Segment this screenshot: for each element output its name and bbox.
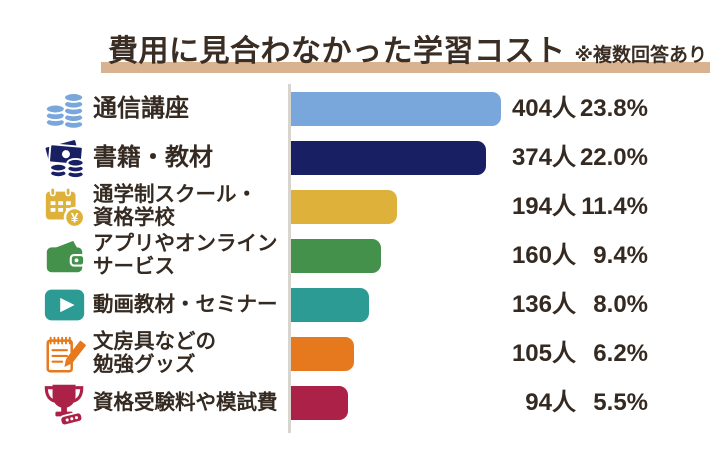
chart-row: 動画教材・セミナー 136人 8.0% [0, 280, 710, 330]
count-value: 94人 [525, 389, 576, 416]
trophy-icon [41, 379, 89, 427]
category-label: 動画教材・セミナー [93, 292, 278, 316]
bar [291, 239, 381, 273]
chart-subtitle-note: ※複数回答あり [574, 45, 707, 66]
count-value: 160人 [511, 242, 576, 269]
category-label: 通学制スクール・ 資格学校 [93, 183, 257, 229]
play-icon [41, 281, 89, 329]
category-label: 文房具などの 勉強グッズ [93, 330, 216, 376]
category-label: 書籍・教材 [93, 143, 213, 171]
count-value: 374人 [511, 144, 576, 171]
svg-text:¥: ¥ [71, 210, 79, 225]
bar [291, 141, 486, 175]
chart-row: 文房具などの 勉強グッズ 105人 6.2% [0, 329, 710, 379]
chart-title-block: 費用に見合わなかった学習コスト ※複数回答あり [101, 26, 710, 73]
chart-row: 通信講座 404人 23.8% [0, 84, 710, 134]
category-label: 通信講座 [93, 94, 189, 122]
count-value: 194人 [511, 193, 576, 220]
percent-value: 22.0% [579, 144, 648, 171]
percent-value: 23.8% [579, 95, 648, 122]
calendar-yen-icon: ¥ [41, 183, 89, 231]
wallet-icon [41, 232, 89, 280]
notepad-pencil-icon [41, 330, 89, 378]
axis-line [288, 84, 291, 433]
banknotes-coins-icon [41, 134, 89, 182]
percent-value: 9.4% [593, 242, 648, 269]
chart-row: 書籍・教材 374人 22.0% [0, 133, 710, 183]
bar [291, 92, 501, 126]
bar [291, 288, 369, 322]
bar [291, 386, 348, 420]
bar [291, 190, 397, 224]
percent-value: 11.4% [581, 193, 648, 220]
chart-row: ¥ 通学制スクール・ 資格学校 194人 11.4% [0, 182, 710, 232]
percent-value: 6.2% [593, 340, 648, 367]
chart-row: 資格受験料や模試費 94人 5.5% [0, 378, 710, 428]
category-label: アプリやオンライン サービス [93, 232, 278, 278]
coins-icon [41, 85, 89, 133]
category-label: 資格受験料や模試費 [93, 390, 278, 414]
percent-value: 5.5% [593, 389, 648, 416]
count-value: 404人 [511, 95, 576, 122]
bar [291, 337, 354, 371]
chart-row: アプリやオンライン サービス 160人 9.4% [0, 231, 710, 281]
count-value: 136人 [511, 291, 576, 318]
count-value: 105人 [511, 340, 576, 367]
percent-value: 8.0% [593, 291, 648, 318]
chart-title: 費用に見合わなかった学習コスト [108, 35, 566, 68]
